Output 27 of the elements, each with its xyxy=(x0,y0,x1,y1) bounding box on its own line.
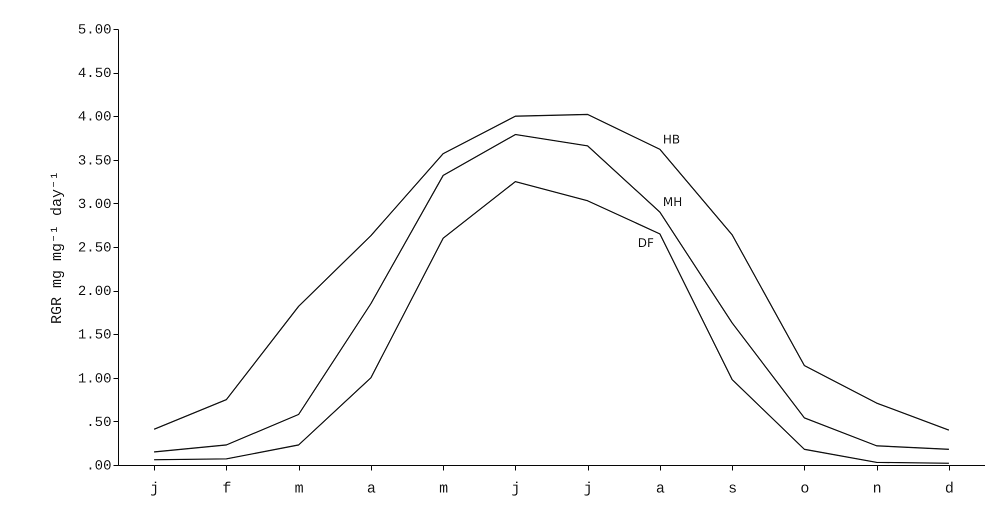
x-tick-label: j xyxy=(584,480,593,498)
x-tick-label: a xyxy=(656,480,665,498)
series-label: HB xyxy=(662,132,680,146)
x-tick-label: d xyxy=(944,480,954,498)
y-tick-label: 5.00 xyxy=(78,22,112,38)
x-tick-label: s xyxy=(728,480,738,498)
x-tick-label: f xyxy=(222,480,232,498)
x-tick-label: o xyxy=(800,480,810,498)
x-tick-label: a xyxy=(366,480,376,498)
y-axis-title: RGR mg mg⁻¹ day⁻¹ xyxy=(48,170,66,324)
y-tick-label: 3.00 xyxy=(78,196,112,213)
y-tick-label: 3.50 xyxy=(78,153,112,170)
x-tick-label: n xyxy=(872,480,882,498)
x-tick-label: m xyxy=(439,480,448,498)
series-label: DF xyxy=(638,236,654,250)
y-tick-label: 1.50 xyxy=(78,328,112,344)
y-tick-label: 1.00 xyxy=(78,371,112,388)
y-tick-label: 2.00 xyxy=(78,284,112,300)
y-tick-label: 4.00 xyxy=(78,110,112,126)
x-tick-label: j xyxy=(150,480,160,498)
series-label: MH xyxy=(662,195,682,210)
y-tick-label: .00 xyxy=(86,458,112,474)
x-tick-label: j xyxy=(511,480,520,498)
y-tick-label: .50 xyxy=(86,414,112,431)
x-tick-label: m xyxy=(294,480,304,498)
y-tick-label: 2.50 xyxy=(78,240,112,256)
y-tick-label: 4.50 xyxy=(78,66,112,82)
